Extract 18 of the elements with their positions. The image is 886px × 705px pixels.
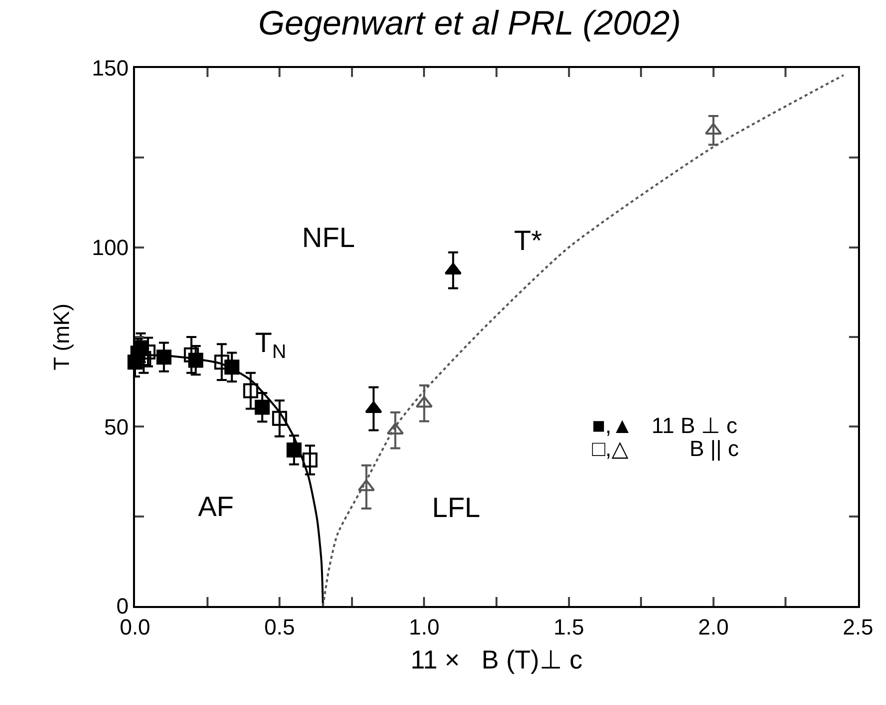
x-tick-label: 2.0 [698,614,729,640]
chart-title: Gegenwart et al PRL (2002) [258,4,681,42]
annotation: □,△ B || c [592,436,739,461]
y-tick-label: 100 [92,235,129,260]
y-axis-title: T (mK) [49,304,74,370]
annotation: ■,▲ 11 B ⊥ c [592,413,738,438]
y-tick-label: 50 [104,414,129,440]
x-tick-label: 1.0 [408,614,440,640]
x-tick-label: 0.5 [264,614,295,640]
annotation: LFL [432,492,480,523]
x-tick-label: 2.5 [842,614,874,640]
annotation: T* [514,225,542,256]
annotation: T$_{N}$ [255,327,286,363]
x-axis-title: 11 × B (T)⊥ c [410,644,583,675]
annotation: NFL [302,222,355,253]
y-tick-label: 150 [92,56,129,81]
annotation: AF [198,491,234,522]
x-tick-label: 1.5 [554,614,584,640]
